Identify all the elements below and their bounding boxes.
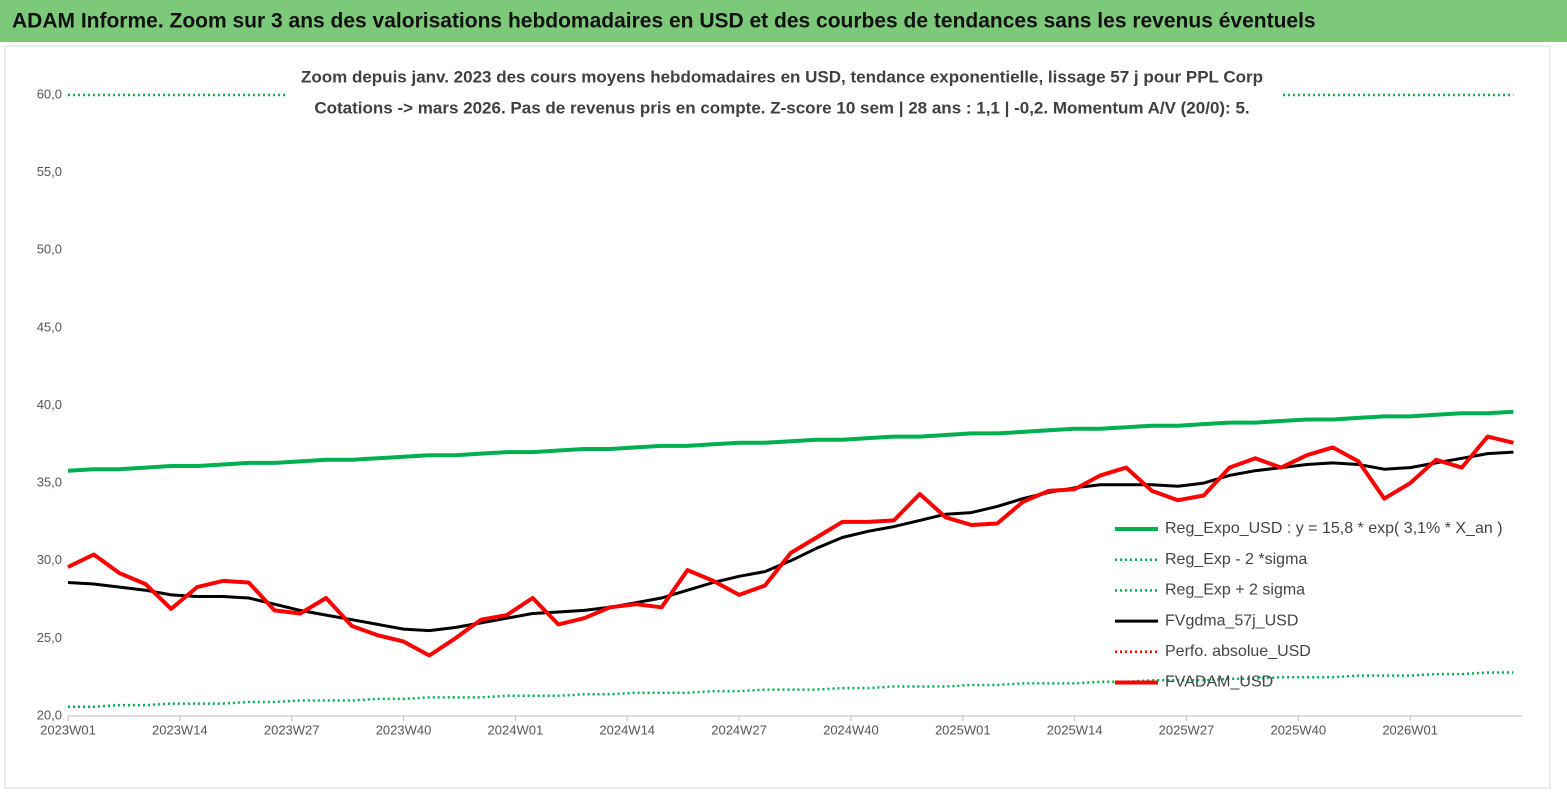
x-tick-label: 2025W01: [935, 722, 991, 737]
legend-label: FVADAM_USD: [1165, 674, 1273, 691]
x-tick-label: 2024W14: [599, 722, 655, 737]
y-tick-label: 55,0: [37, 164, 62, 179]
legend-label: Reg_Exp - 2 *sigma: [1165, 551, 1307, 568]
legend: Reg_Expo_USD : y = 15,8 * exp( 3,1% * X_…: [1115, 520, 1503, 691]
y-tick-label: 25,0: [37, 630, 62, 645]
series-line: [68, 671, 1514, 708]
y-tick-label: 60,0: [37, 86, 62, 101]
x-tick-label: 2023W01: [40, 722, 96, 737]
x-tick-label: 2025W27: [1159, 722, 1215, 737]
x-tick-label: 2024W01: [488, 722, 544, 737]
plot-area: 20,0 25,0 30,0 35,0 40,0 45,0 50,0 55,0 60,0 2023…: [37, 86, 1522, 737]
series-line: [67, 409, 1514, 473]
x-tick-label: 2023W27: [264, 722, 320, 737]
legend-label: Perfo. absolue_USD: [1165, 643, 1311, 660]
x-tick-label: 2023W14: [152, 722, 208, 737]
series-line: [67, 450, 1514, 633]
subtitle-box: [286, 62, 1280, 126]
x-tick-label: 2024W27: [711, 722, 767, 737]
x-tick-label: 2026W01: [1382, 722, 1438, 737]
subtitle: Cotations -> mars 2026. Pas de revenus p…: [314, 98, 1249, 117]
y-tick-label: 40,0: [37, 397, 62, 412]
legend-label: FVgdma_57j_USD: [1165, 612, 1298, 629]
y-tick-label: 45,0: [37, 319, 62, 334]
header-band: [0, 0, 1567, 42]
legend-label: Reg_Expo_USD : y = 15,8 * exp( 3,1% * X_…: [1165, 520, 1503, 537]
x-tick-label: 2025W40: [1270, 722, 1326, 737]
subtitle: Zoom depuis janv. 2023 des cours moyens …: [301, 67, 1263, 86]
y-tick-label: 50,0: [37, 242, 62, 257]
chart-border: [4, 45, 1551, 789]
legend-label: Reg_Exp + 2 sigma: [1165, 582, 1305, 599]
chart-title: ADAM Informe. Zoom sur 3 ans des valoris…: [12, 10, 1316, 33]
x-tick-label: 2023W40: [376, 722, 432, 737]
series-line: [67, 434, 1514, 658]
x-tick-label: 2024W40: [823, 722, 879, 737]
y-tick-label: 20,0: [37, 707, 62, 722]
x-tick-label: 2025W14: [1047, 722, 1103, 737]
y-tick-label: 30,0: [37, 552, 62, 567]
y-tick-label: 35,0: [37, 475, 62, 490]
